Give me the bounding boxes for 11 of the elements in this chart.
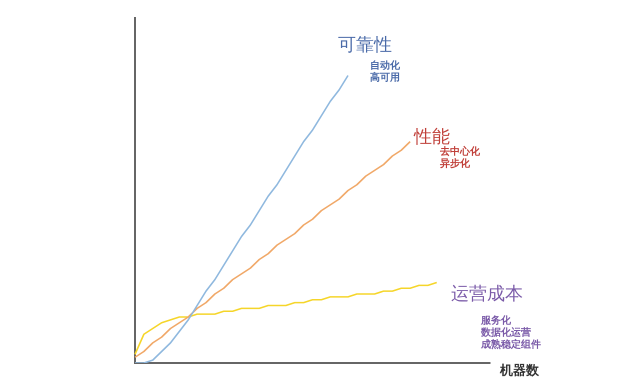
series-label: 运营成本 bbox=[450, 283, 523, 304]
series-label: 可靠性 bbox=[338, 34, 392, 54]
annotation: 服务化 bbox=[480, 314, 512, 326]
annotation: 异步化 bbox=[439, 157, 472, 170]
annotation: 数据化运营 bbox=[480, 326, 531, 338]
annotation: 高可用 bbox=[370, 71, 400, 84]
series-label: 性能 bbox=[413, 126, 450, 147]
annotation: 去中心化 bbox=[439, 145, 482, 158]
text: 自动化 bbox=[370, 59, 401, 72]
x-axis-title: 机器数 bbox=[499, 362, 540, 377]
annotation: 成熟稳定组件 bbox=[480, 338, 541, 350]
